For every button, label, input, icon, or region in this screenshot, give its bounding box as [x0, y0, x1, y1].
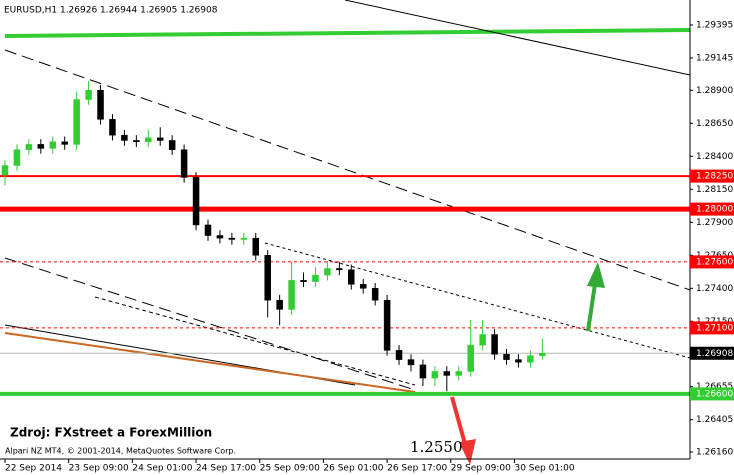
candle-body: [133, 140, 140, 143]
candle-body: [431, 371, 439, 379]
candle-body: [61, 141, 68, 145]
y-tick-label: 1.28900: [696, 86, 733, 96]
candle-body: [491, 334, 498, 355]
copyright: Alpari NZ MT4, © 2001-2014, MetaQuotes S…: [5, 447, 236, 456]
x-tick-label: 26 Sep 01:00: [323, 464, 383, 474]
y-tick-label: 1.29395: [696, 20, 733, 30]
candle-body: [240, 237, 248, 240]
level-label-bg: [690, 387, 734, 401]
arrow-up: [586, 283, 597, 332]
level-label-bg: [690, 169, 734, 183]
arrow-down: [450, 396, 467, 445]
candle-body: [264, 255, 271, 301]
levels: [0, 175, 690, 396]
y-tick-label: 1.27900: [696, 218, 733, 228]
x-tick-label: 25 Sep 09:00: [260, 464, 320, 474]
candle-body: [121, 134, 128, 141]
candle-body: [25, 144, 33, 150]
annotation: 1.2550: [410, 438, 463, 456]
level-label-bg: [690, 255, 734, 269]
candle-body: [467, 344, 474, 372]
candle-body: [73, 99, 80, 145]
x-tick-label: 23 Sep 09:00: [69, 464, 129, 474]
candle-body: [216, 235, 224, 239]
level-label: 1.28250: [696, 172, 733, 182]
candle-body: [228, 237, 236, 240]
y-tick-label: 1.28650: [696, 119, 733, 129]
trend-line: [4, 28, 691, 38]
candle-body: [109, 119, 116, 136]
candle-body: [13, 149, 21, 166]
level-label: 1.27100: [696, 323, 733, 333]
x-tick-label: 30 Sep 01:00: [514, 464, 574, 474]
y-tick-label: 1.28150: [696, 185, 733, 195]
candle-body: [276, 299, 283, 310]
arrows: [450, 262, 605, 465]
trend-lines: [4, 0, 691, 393]
y-tick-label: 1.27400: [696, 284, 733, 294]
candle-body: [527, 355, 534, 363]
chart-title: EURUSD,H1 1.26926 1.26944 1.26905 1.2690…: [4, 6, 218, 16]
x-tick-label: 29 Sep 09:00: [451, 464, 511, 474]
candle-body: [503, 354, 510, 360]
y-tick-label: 1.28400: [696, 152, 733, 162]
candles: [1, 81, 546, 392]
candle-body: [407, 359, 415, 366]
arrow-up-head: [587, 262, 605, 288]
candle-body: [204, 224, 212, 236]
candle-body: [324, 268, 331, 276]
candle-body: [443, 371, 451, 376]
level-label: 1.26908: [696, 349, 733, 359]
candle-body: [252, 237, 260, 256]
candle-body: [336, 268, 343, 271]
candle-body: [145, 137, 152, 143]
trend-line: [344, 0, 691, 76]
y-tick-label: 1.26655: [696, 382, 733, 392]
candle-body: [300, 280, 307, 282]
level-label: 1.28000: [696, 205, 733, 215]
axes: 1.29395 1.29145 1.28900 1.28650 1.28400 1.281…: [4, 20, 734, 474]
candle-body: [359, 284, 367, 289]
level-label-bg: [690, 346, 734, 360]
candle-body: [348, 269, 355, 285]
y-tick-label: 1.26405: [696, 415, 733, 425]
x-tick-label: 26 Sep 17:00: [387, 464, 447, 474]
candle-body: [383, 299, 391, 351]
x-tick-label: 22 Sep 2014: [5, 464, 62, 474]
candle-body: [192, 177, 200, 226]
candle-body: [37, 144, 45, 149]
candle-body: [156, 137, 164, 141]
trend-line: [94, 296, 416, 386]
candle-body: [97, 90, 104, 120]
candle-body: [395, 350, 403, 360]
candle-body: [479, 334, 486, 346]
level-label-bg: [690, 321, 734, 335]
candle-body: [515, 359, 522, 363]
level-label: 1.27600: [696, 257, 733, 267]
candle-body: [1, 165, 9, 176]
trend-line: [4, 332, 416, 393]
level-label-bg: [690, 202, 734, 216]
candle-body: [168, 140, 176, 150]
trend-line: [4, 49, 691, 291]
arrow-down-head: [459, 439, 476, 465]
candle-body: [85, 90, 92, 100]
candle-body: [49, 141, 57, 149]
x-tick-label: 24 Sep 17:00: [196, 464, 256, 474]
y-tick-label: 1.29145: [696, 53, 733, 63]
x-tick-label: 24 Sep 01:00: [132, 464, 192, 474]
candle-body: [419, 364, 427, 379]
candle-body: [371, 288, 379, 301]
level-label: 1.26600: [696, 389, 733, 399]
candle-body: [455, 371, 462, 376]
source-note: Zdroj: FXstreet a ForexMillion: [10, 426, 212, 440]
candle-body: [288, 280, 295, 310]
candle-body: [539, 353, 546, 356]
y-tick-label: 1.26160: [696, 448, 733, 458]
trend-line: [264, 242, 691, 359]
candle-body: [180, 149, 188, 178]
candle-body: [312, 274, 319, 282]
